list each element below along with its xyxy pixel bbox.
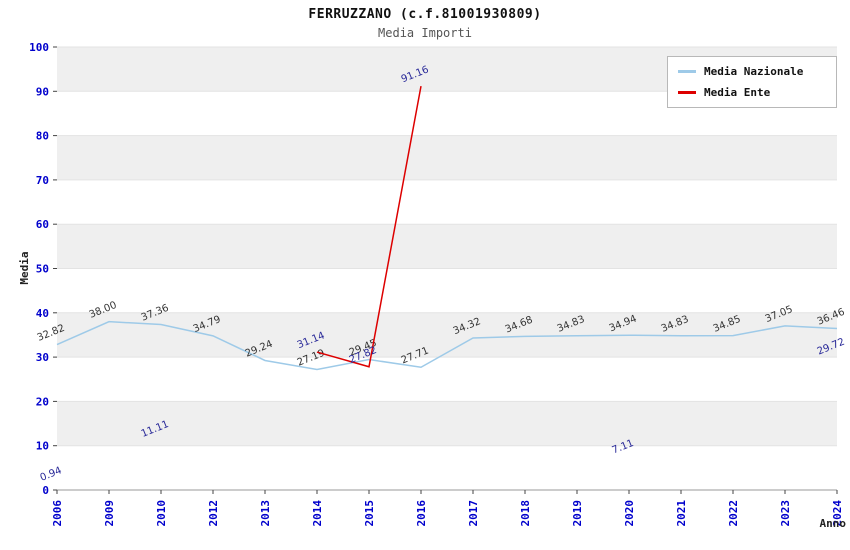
x-tick-label: 2015 [363,500,376,527]
legend-item-media-nazionale: Media Nazionale [678,65,826,78]
y-tick-label: 30 [36,351,49,364]
y-tick-label: 0 [42,484,49,497]
plot-area: 0 10 20 30 40 50 60 70 80 90 100 2006 2009 2010 2012 20… [29,41,846,527]
band [57,401,837,446]
legend-label-media-ente: Media Ente [704,86,771,99]
x-tick-label: 2014 [311,500,324,527]
x-tick-label: 2021 [675,500,688,527]
data-label-media-ente: 0.94 [39,465,64,484]
legend-label-media-nazionale: Media Nazionale [704,65,804,78]
x-tick-label: 2006 [51,500,64,527]
legend-swatch-media-nazionale [678,70,696,73]
y-tick-label: 60 [36,218,49,231]
x-tick-label: 2018 [519,500,532,527]
x-tick-label: 2024 [831,500,844,527]
band [57,224,837,269]
y-tick-label: 10 [36,440,49,453]
x-axis-title: Anno [820,517,847,530]
x-tick-label: 2012 [207,500,220,527]
x-tick-label: 2009 [103,500,116,527]
series-line-media-nazionale [56,320,838,371]
x-tick-label: 2016 [415,500,428,527]
y-axis-title: Media [18,251,31,284]
y-tick-label: 20 [36,395,49,408]
band [57,135,837,180]
chart-subtitle: Media Importi [378,26,472,40]
x-tick-label: 2017 [467,500,480,527]
x-tick-label: 2013 [259,500,272,527]
y-tick-label: 70 [36,174,49,187]
x-tick-label: 2010 [155,500,168,527]
y-tick-label: 40 [36,307,49,320]
y-tick-label: 50 [36,263,49,276]
legend: Media Nazionale Media Ente [667,56,837,108]
y-tick-label: 80 [36,130,49,143]
x-tick-label: 2020 [623,500,636,527]
legend-swatch-media-ente [678,91,696,94]
series-line-media-ente [316,86,422,368]
x-tick-label: 2022 [727,500,740,527]
legend-item-media-ente: Media Ente [678,86,826,99]
chart-title: FERRUZZANO (c.f.81001930809) [308,7,542,22]
y-tick-label: 100 [29,41,49,54]
x-tick-label: 2023 [779,500,792,527]
y-tick-label: 90 [36,85,49,98]
x-tick-label: 2019 [571,500,584,527]
